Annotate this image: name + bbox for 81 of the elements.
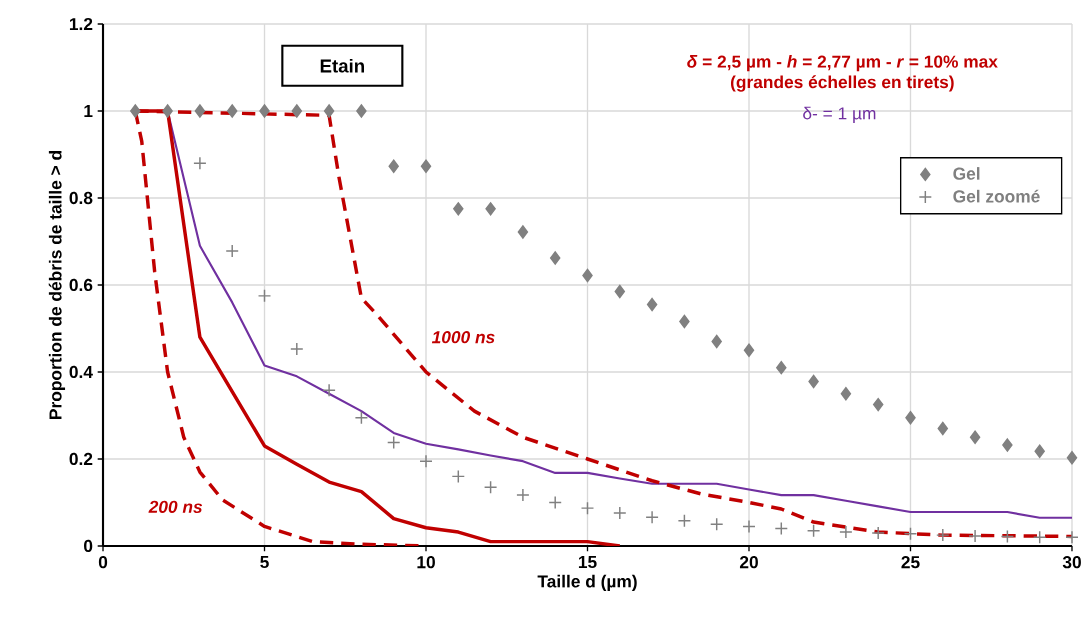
point (1032, 530, 1047, 545)
point (613, 506, 627, 520)
point (677, 514, 692, 528)
y-tick-label: 0.8 (69, 191, 93, 205)
point (709, 517, 724, 531)
point (872, 397, 884, 412)
point (517, 225, 529, 239)
y-tick-label: 1 (84, 105, 93, 117)
point (194, 104, 206, 118)
point (451, 469, 466, 484)
legend-label: Gel zoomé (953, 189, 1040, 203)
text: δ = 2,5 µm - h = 2,77 µm - r = 10% max (687, 55, 998, 72)
x-tick-label: 0 (98, 556, 108, 569)
point (840, 387, 852, 401)
point (903, 527, 918, 541)
y-tick-label: 0 (84, 539, 93, 553)
point (323, 104, 335, 118)
point (1065, 530, 1079, 545)
series-label: 200 ns (148, 500, 203, 513)
point (257, 289, 272, 303)
point (356, 104, 367, 118)
point (936, 528, 950, 542)
point (354, 410, 369, 425)
point (386, 435, 401, 450)
point (162, 104, 173, 118)
x-tick-label: 20 (739, 556, 758, 569)
point (226, 104, 238, 118)
point (679, 314, 690, 329)
point (808, 374, 819, 389)
point (1002, 438, 1013, 452)
point (483, 480, 498, 494)
point (420, 159, 432, 173)
point (646, 297, 658, 312)
point (937, 421, 949, 436)
point (968, 529, 982, 543)
point (742, 519, 756, 534)
annotation: (grandes échelles en tirets) (730, 75, 954, 92)
series-label: 1000 ns (431, 331, 495, 344)
point (582, 268, 593, 283)
y-tick-label: 0.4 (69, 365, 93, 379)
x-tick-label: 25 (901, 556, 920, 569)
legend-label: Gel (953, 167, 980, 180)
point (645, 510, 659, 525)
point (806, 524, 821, 538)
point (453, 202, 464, 216)
point (322, 383, 336, 397)
text: Etain (320, 58, 364, 73)
point (259, 104, 270, 118)
point (549, 251, 561, 265)
point (1000, 529, 1015, 544)
y-tick-label: 1.2 (69, 17, 93, 31)
point (130, 104, 141, 118)
text: δ- = 1 µm (803, 106, 876, 123)
point (743, 343, 755, 357)
point (290, 342, 304, 356)
point (776, 360, 787, 375)
point (225, 244, 239, 258)
point (193, 156, 207, 170)
point (548, 495, 562, 510)
y-tick-label: 0.2 (69, 452, 93, 466)
point (711, 334, 722, 349)
x-tick-label: 5 (260, 556, 269, 569)
point (1034, 444, 1045, 458)
x-axis-title: Taille d (µm) (537, 574, 637, 591)
point (580, 501, 595, 515)
point (969, 430, 981, 444)
y-axis-title: Proportion de débris de taille > d (48, 151, 66, 419)
x-tick-label: 15 (578, 556, 597, 569)
point (774, 521, 789, 536)
x-tick-label: 30 (1062, 556, 1081, 569)
point (614, 284, 626, 299)
point (388, 159, 399, 173)
x-tick-label: 10 (417, 556, 435, 569)
point (485, 202, 496, 216)
y-tick-label: 0.6 (69, 278, 93, 292)
point (905, 410, 916, 425)
point (291, 104, 303, 118)
point (871, 526, 885, 540)
point (516, 488, 530, 502)
point (419, 454, 433, 468)
point (839, 525, 853, 539)
